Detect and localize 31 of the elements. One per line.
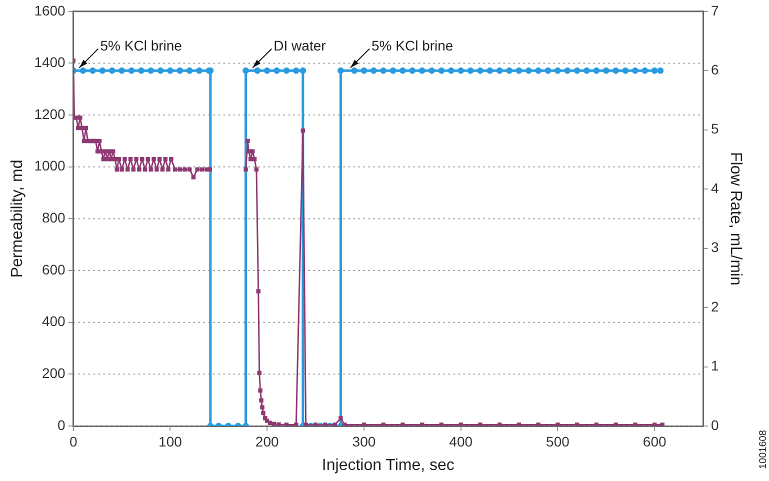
y2-tick-label: 1: [711, 358, 720, 374]
x-tick-label: 0: [69, 433, 78, 450]
y-axis-title: Permeability, md: [9, 160, 26, 278]
y-tick-label: 800: [42, 210, 66, 226]
y2-tick-label: 0: [711, 416, 720, 433]
y-tick-label: 1400: [34, 54, 66, 70]
x-tick-label: 200: [255, 433, 279, 450]
y2-tick-label: 4: [711, 180, 720, 196]
x-tick-label: 400: [449, 433, 473, 450]
y2-tick-label: 2: [711, 298, 720, 314]
y-tick-label: 200: [42, 365, 66, 382]
y2-tick-label: 7: [711, 2, 720, 18]
y2-axis-title: Flow Rate, mL/min: [726, 152, 744, 286]
y-tick-label: 0: [58, 416, 66, 433]
annotation: DI water: [274, 38, 326, 54]
x-tick-label: 100: [158, 433, 182, 450]
x-axis-title: Injection Time, sec: [322, 456, 454, 474]
y-tick-label: 600: [42, 261, 66, 278]
y2-tick-label: 5: [711, 120, 720, 137]
y-tick-label: 1200: [34, 106, 66, 122]
y-tick-label: 400: [42, 313, 66, 330]
x-tick-label: 300: [352, 433, 376, 450]
y-tick-label: 1600: [34, 2, 66, 18]
text: 1001608: [758, 430, 769, 469]
x-tick-label: 500: [546, 433, 570, 450]
y-tick-label: 1000: [34, 158, 66, 174]
y2-tick-label: 6: [711, 61, 720, 78]
annotation: 5% KCl brine: [100, 38, 182, 54]
x-tick-label: 600: [642, 433, 666, 450]
y2-tick-label: 3: [711, 239, 720, 256]
annotation: 5% KCl brine: [371, 38, 454, 54]
